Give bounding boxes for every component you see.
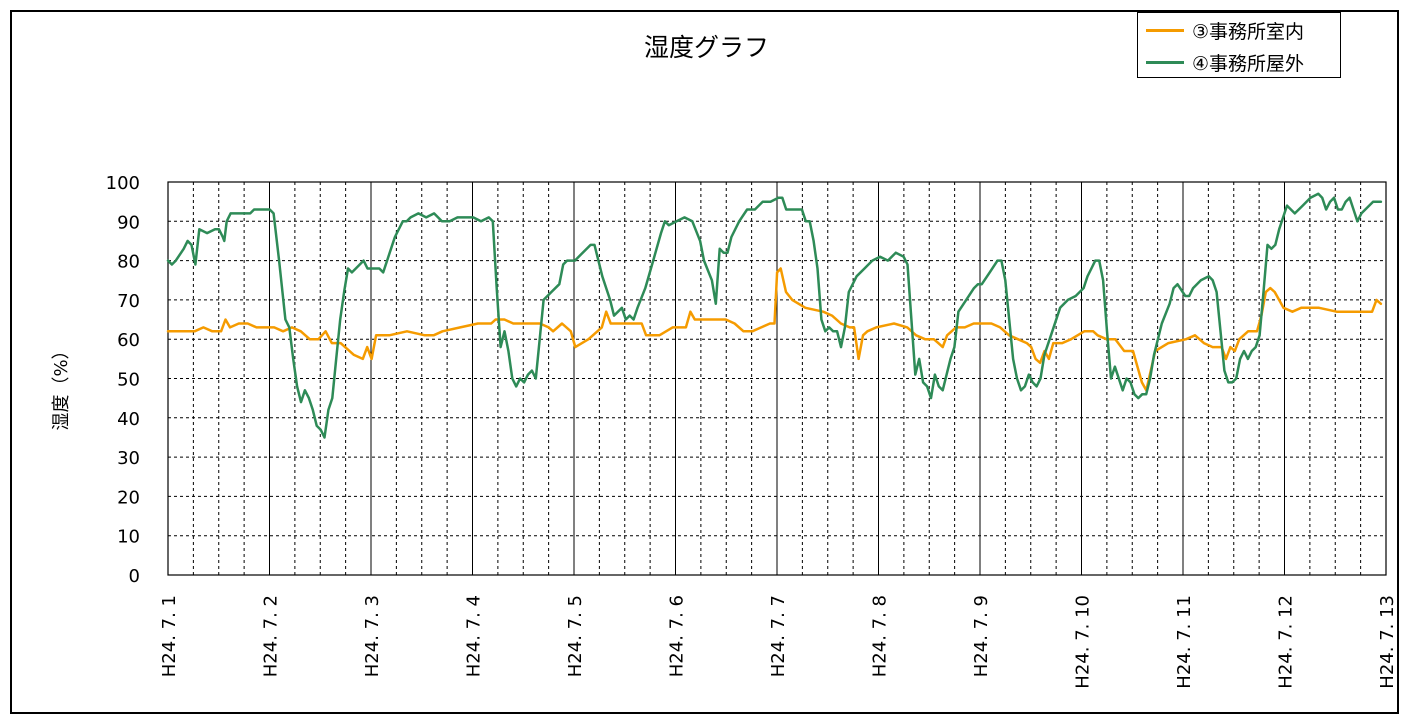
y-tick-label: 60 xyxy=(117,330,140,351)
y-tick-label: 90 xyxy=(117,212,140,233)
x-tick-label: H24. 7. 10 xyxy=(1073,595,1094,689)
series-line-outdoor xyxy=(166,192,1383,439)
x-tick-label: H24. 7. 6 xyxy=(667,595,688,677)
x-tick-label: H24. 7. 3 xyxy=(362,595,383,677)
x-tick-label: H24. 7. 1 xyxy=(159,595,180,677)
x-tick-label: H24. 7. 7 xyxy=(768,595,789,677)
x-tick-label: H24. 7. 9 xyxy=(971,595,992,677)
x-tick-label: H24. 7. 8 xyxy=(870,595,891,677)
legend-label-indoor: ③事務所室内 xyxy=(1192,20,1305,43)
chart-title: 湿度グラフ xyxy=(643,33,769,62)
x-tick-label: H24. 7. 5 xyxy=(565,595,586,677)
y-tick-label: 80 xyxy=(117,252,140,273)
x-tick-label: H24. 7. 11 xyxy=(1174,595,1195,689)
y-tick-label: 30 xyxy=(117,448,140,469)
y-tick-label: 50 xyxy=(117,370,140,391)
legend-label-outdoor: ④事務所屋外 xyxy=(1192,52,1305,75)
legend-swatch-indoor xyxy=(1146,28,1184,32)
legend-swatch-outdoor xyxy=(1146,60,1184,64)
x-tick-label: H24. 7. 4 xyxy=(464,595,485,677)
plot-border xyxy=(167,181,1387,576)
series-line-indoor xyxy=(166,267,1383,392)
y-tick-label: 70 xyxy=(117,291,140,312)
y-tick-label: 10 xyxy=(117,527,140,548)
x-tick-label: H24. 7. 12 xyxy=(1276,595,1297,689)
legend: ③事務所室内 ④事務所屋外 xyxy=(1137,12,1341,78)
legend-item-indoor: ③事務所室内 xyxy=(1146,16,1304,44)
y-tick-label: 20 xyxy=(117,487,140,508)
y-tick-label: 40 xyxy=(117,409,140,430)
x-tick-label: H24. 7. 2 xyxy=(261,595,282,677)
y-tick-label: 100 xyxy=(106,173,140,194)
y-tick-label: 0 xyxy=(129,566,140,587)
x-tick-label: H24. 7. 13 xyxy=(1377,595,1398,689)
legend-item-outdoor: ④事務所屋外 xyxy=(1146,48,1304,76)
